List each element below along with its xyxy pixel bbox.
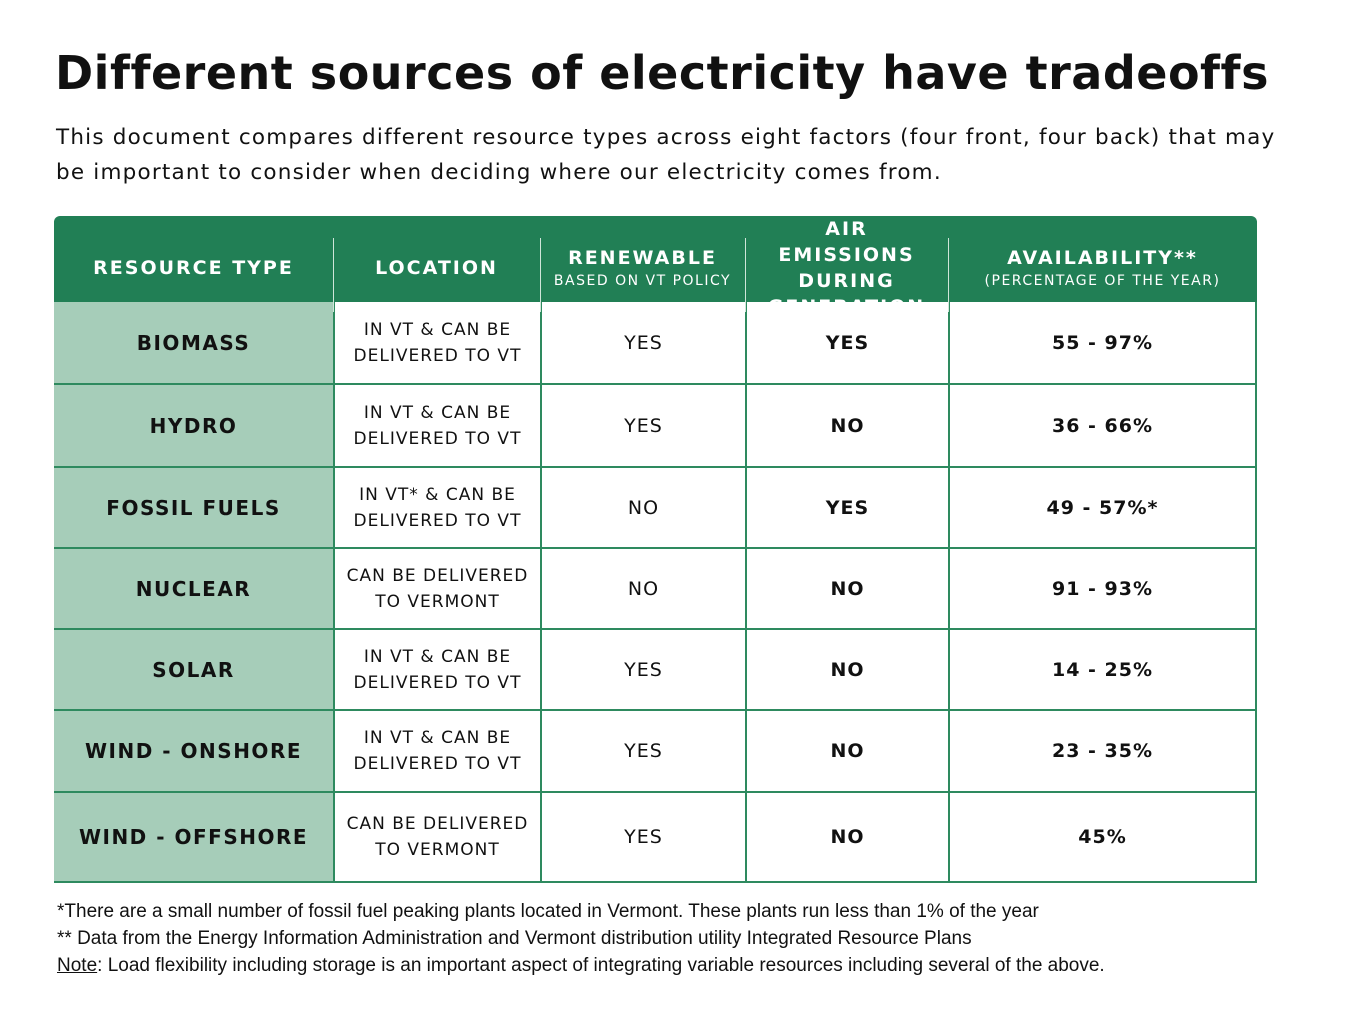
- cell-location: CAN BE DELIVERED TO VERMONT: [333, 793, 540, 881]
- cell-renewable: YES: [540, 385, 745, 466]
- cell-availability: 91 - 93%: [948, 549, 1257, 628]
- cell-text: 55 - 97%: [1051, 331, 1154, 354]
- header-availability: AVAILABILITY** (PERCENTAGE OF THE YEAR): [948, 216, 1257, 320]
- cell-renewable: YES: [540, 711, 745, 791]
- cell-text: IN VT & CAN BE DELIVERED TO VT: [353, 728, 522, 774]
- cell-renewable: YES: [540, 793, 745, 881]
- cell-text: NO: [830, 414, 865, 437]
- cell-text: 49 - 57%*: [1046, 496, 1159, 519]
- cell-text: NUCLEAR: [135, 576, 252, 601]
- cell-resource-type: BIOMASS: [54, 302, 333, 383]
- cell-text: SOLAR: [152, 657, 235, 682]
- table-row: HYDRO IN VT & CAN BE DELIVERED TO VT YES NO…: [54, 385, 1257, 468]
- cell-text: HYDRO: [149, 413, 238, 438]
- cell-resource-type: NUCLEAR: [54, 549, 333, 628]
- table-row: SOLAR IN VT & CAN BE DELIVERED TO VT YES NO…: [54, 630, 1257, 711]
- cell-text: IN VT & CAN BE DELIVERED TO VT: [353, 319, 522, 366]
- header-label: LOCATION: [375, 257, 498, 279]
- cell-renewable: YES: [540, 630, 745, 709]
- cell-text: NO: [830, 740, 865, 762]
- cell-air-emissions: YES: [745, 302, 948, 383]
- footnotes: *There are a small number of fossil fuel…: [57, 898, 1105, 979]
- cell-text: FOSSIL FUELS: [106, 495, 281, 520]
- cell-air-emissions: NO: [745, 630, 948, 709]
- footnote-data-source: ** Data from the Energy Information Admi…: [57, 928, 972, 949]
- cell-text: 91 - 93%: [1051, 577, 1154, 600]
- cell-text: 23 - 35%: [1051, 740, 1154, 762]
- cell-text: WIND - OFFSHORE: [78, 825, 309, 849]
- cell-text: YES: [825, 496, 870, 519]
- page-title: Different sources of electricity have tr…: [55, 46, 1269, 100]
- footnote-note: Note: Load flexibility including storage…: [57, 952, 1105, 979]
- cell-resource-type: WIND - ONSHORE: [54, 711, 333, 791]
- cell-text: YES: [624, 826, 663, 848]
- cell-air-emissions: NO: [745, 549, 948, 628]
- table-header: RESOURCE TYPE LOCATION RENEWABLE BASED ON…: [54, 216, 1257, 318]
- cell-availability: 36 - 66%: [948, 385, 1257, 466]
- cell-availability: 49 - 57%*: [948, 468, 1257, 547]
- header-renewable: RENEWABLE BASED ON VT POLICY: [540, 216, 745, 320]
- cell-location: IN VT* & CAN BE DELIVERED TO VT: [333, 468, 540, 547]
- header-label: RENEWABLE: [568, 247, 717, 269]
- header-location: LOCATION: [333, 216, 540, 320]
- header-label: AIR EMISSIONS DURING GENERATION: [767, 218, 926, 318]
- table-row: WIND - OFFSHORE CAN BE DELIVERED TO VERMO…: [54, 793, 1257, 883]
- table-row: BIOMASS IN VT & CAN BE DELIVERED TO VT YES…: [54, 302, 1257, 385]
- header-label: AVAILABILITY**: [1007, 247, 1198, 269]
- table-row: FOSSIL FUELS IN VT* & CAN BE DELIVERED TO…: [54, 468, 1257, 549]
- cell-text: IN VT & CAN BE DELIVERED TO VT: [353, 402, 522, 449]
- cell-text: YES: [825, 331, 870, 354]
- cell-text: YES: [624, 740, 663, 762]
- cell-availability: 55 - 97%: [948, 302, 1257, 383]
- cell-renewable: NO: [540, 468, 745, 547]
- cell-renewable: NO: [540, 549, 745, 628]
- footnote-fossil: *There are a small number of fossil fuel…: [57, 901, 1039, 922]
- cell-text: IN VT* & CAN BE DELIVERED TO VT: [353, 484, 522, 531]
- cell-availability: 45%: [948, 793, 1257, 881]
- table-row: NUCLEAR CAN BE DELIVERED TO VERMONT NO NO 91…: [54, 549, 1257, 630]
- cell-air-emissions: YES: [745, 468, 948, 547]
- intro-text: This document compares different resourc…: [56, 125, 1276, 185]
- cell-text: NO: [830, 826, 865, 848]
- cell-text: WIND - ONSHORE: [84, 739, 302, 763]
- cell-availability: 23 - 35%: [948, 711, 1257, 791]
- cell-text: NO: [627, 496, 660, 519]
- cell-availability: 14 - 25%: [948, 630, 1257, 709]
- cell-text: YES: [624, 414, 663, 437]
- cell-text: CAN BE DELIVERED TO VERMONT: [346, 565, 529, 612]
- cell-text: NO: [830, 577, 865, 600]
- cell-resource-type: FOSSIL FUELS: [54, 468, 333, 547]
- cell-location: IN VT & CAN BE DELIVERED TO VT: [333, 302, 540, 383]
- cell-location: IN VT & CAN BE DELIVERED TO VT: [333, 711, 540, 791]
- cell-renewable: YES: [540, 302, 745, 383]
- note-text: : Load flexibility including storage is …: [97, 955, 1105, 976]
- cell-air-emissions: NO: [745, 385, 948, 466]
- cell-resource-type: HYDRO: [54, 385, 333, 466]
- header-sublabel: (PERCENTAGE OF THE YEAR): [984, 273, 1221, 289]
- header-label: RESOURCE TYPE: [93, 257, 294, 279]
- cell-text: CAN BE DELIVERED TO VERMONT: [346, 814, 529, 860]
- cell-text: YES: [624, 658, 663, 681]
- cell-text: IN VT & CAN BE DELIVERED TO VT: [353, 646, 522, 693]
- header-air-emissions: AIR EMISSIONS DURING GENERATION: [745, 216, 948, 320]
- note-label: Note: [57, 955, 98, 976]
- cell-air-emissions: NO: [745, 793, 948, 881]
- table-row: WIND - ONSHORE IN VT & CAN BE DELIVERED T…: [54, 711, 1257, 793]
- cell-text: NO: [830, 658, 865, 681]
- cell-air-emissions: NO: [745, 711, 948, 791]
- cell-text: YES: [624, 331, 663, 354]
- cell-text: 45%: [1078, 826, 1127, 848]
- cell-location: IN VT & CAN BE DELIVERED TO VT: [333, 385, 540, 466]
- cell-resource-type: SOLAR: [54, 630, 333, 709]
- comparison-table: RESOURCE TYPE LOCATION RENEWABLE BASED ON…: [54, 216, 1257, 883]
- cell-text: 14 - 25%: [1051, 658, 1154, 681]
- cell-location: CAN BE DELIVERED TO VERMONT: [333, 549, 540, 628]
- cell-text: BIOMASS: [136, 330, 251, 355]
- header-sublabel: BASED ON VT POLICY: [553, 273, 732, 289]
- cell-location: IN VT & CAN BE DELIVERED TO VT: [333, 630, 540, 709]
- header-resource-type: RESOURCE TYPE: [54, 216, 333, 320]
- cell-text: NO: [627, 577, 660, 600]
- cell-text: 36 - 66%: [1051, 414, 1154, 437]
- cell-resource-type: WIND - OFFSHORE: [54, 793, 333, 881]
